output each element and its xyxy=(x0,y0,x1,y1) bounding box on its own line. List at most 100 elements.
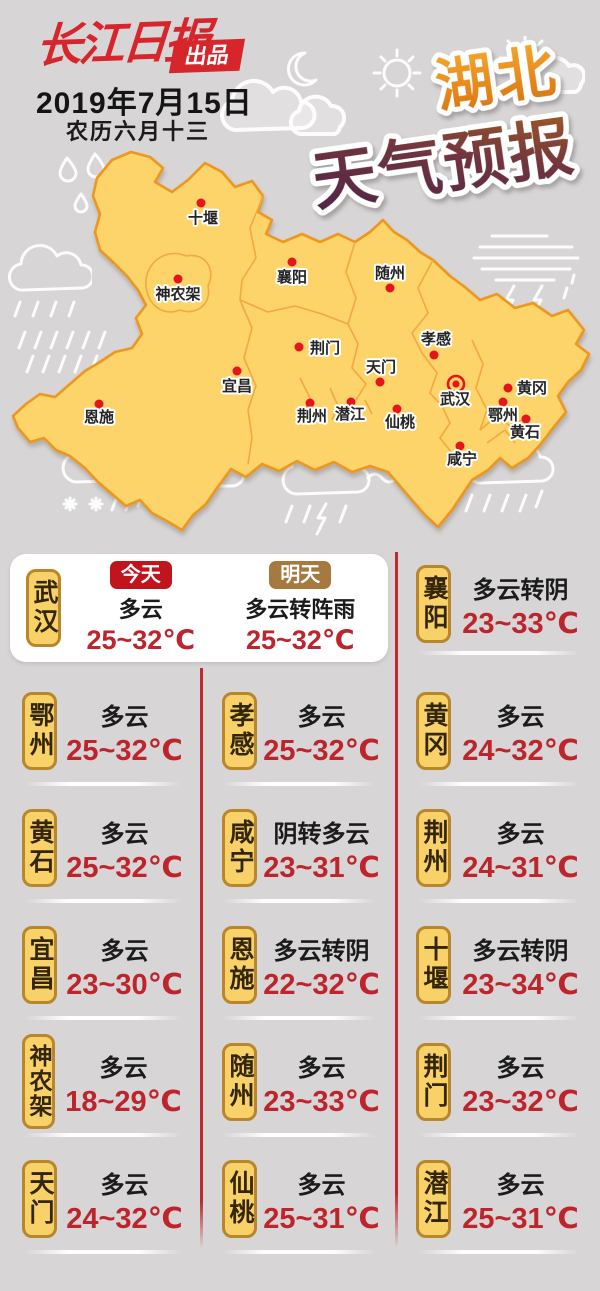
temperature-text: 23~32℃ xyxy=(462,1085,579,1118)
temperature-text: 25~31℃ xyxy=(462,1202,579,1235)
map-city-label: 随州 xyxy=(375,264,405,282)
map-city-label: 孝感 xyxy=(420,330,451,348)
map-city-label: 襄阳 xyxy=(276,268,307,286)
condition-text: 阴转多云 xyxy=(273,820,370,848)
row-separator xyxy=(222,899,376,903)
forecast-cell: 咸宁 阴转多云 23~31℃ xyxy=(206,789,392,906)
temperature-text: 23~33℃ xyxy=(263,1085,380,1118)
map-city-label: 宜昌 xyxy=(222,377,252,395)
rain-lines-icon xyxy=(17,330,107,374)
map-city-label: 黄石 xyxy=(510,423,540,441)
map-city-label: 鄂州 xyxy=(488,407,518,424)
cloud-icon xyxy=(220,78,347,136)
forecast-cell: 黄冈 多云 24~32℃ xyxy=(402,672,596,789)
condition-text: 多云 xyxy=(118,596,163,622)
forecast-cell: 荆门 多云 23~32℃ xyxy=(402,1023,596,1140)
forecast-cell: 黄石 多云 25~32℃ xyxy=(8,789,198,906)
lunar-date-text: 农历六月十三 xyxy=(66,119,211,144)
temperature-text: 18~29℃ xyxy=(65,1085,182,1118)
temperature-text: 25~32℃ xyxy=(86,624,196,655)
condition-text: 多云 xyxy=(496,1054,545,1082)
condition-text: 多云 xyxy=(297,703,346,731)
condition-text: 多云 xyxy=(496,1171,545,1199)
temperature-text: 23~31℃ xyxy=(263,851,380,884)
temperature-text: 24~31℃ xyxy=(462,851,579,884)
province-outline xyxy=(11,150,591,532)
forecast-cell: 神农架 多云 18~29℃ xyxy=(8,1023,198,1140)
forecast-cell: 天门 多云 24~32℃ xyxy=(8,1140,198,1257)
map-city-label: 潜江 xyxy=(335,405,365,423)
temperature-text: 23~34℃ xyxy=(462,968,579,1001)
forecast-cell: 仙桃 多云 25~31℃ xyxy=(206,1140,392,1257)
city-badge: 随州 xyxy=(222,1042,257,1121)
temperature-text: 25~32℃ xyxy=(263,734,380,767)
condition-text: 多云 xyxy=(100,1171,149,1199)
forecast-cell: 孝感 多云 25~32℃ xyxy=(206,672,392,789)
row-separator xyxy=(419,1016,579,1020)
temperature-text: 25~32℃ xyxy=(66,734,183,767)
forecast-cell: 十堰 多云转阴 23~34℃ xyxy=(402,906,596,1023)
city-badge: 咸宁 xyxy=(222,808,257,887)
city-badge: 十堰 xyxy=(416,925,451,1004)
map-city-label: 荆州 xyxy=(297,407,327,425)
city-badge: 恩施 xyxy=(222,925,257,1004)
condition-text: 多云 xyxy=(100,937,149,965)
row-separator xyxy=(419,651,579,655)
temperature-text: 24~32℃ xyxy=(66,1202,183,1235)
capital-marker xyxy=(446,374,466,394)
city-badge: 孝感 xyxy=(222,691,257,770)
condition-text: 多云转阴 xyxy=(472,937,569,965)
city-badge: 襄阳 xyxy=(416,565,451,643)
city-badge: 荆州 xyxy=(416,808,451,887)
poster-title: 湖北 天气预报 xyxy=(303,33,585,222)
row-separator xyxy=(419,782,579,786)
date-text: 2019年7月15日 xyxy=(36,87,253,120)
hubei-map: 十堰 神农架 襄阳 随州 荆门 孝感 宜昌 天门 武汉 黄冈 鄂州 黄石 恩施 … xyxy=(11,150,591,532)
wuhan-tomorrow: 明天 多云转阵雨 25~32℃ xyxy=(221,560,381,656)
map-city-label: 恩施 xyxy=(84,408,114,426)
map-city-label: 仙桃 xyxy=(385,413,415,431)
rain-cloud-icon xyxy=(7,243,92,318)
wuhan-today: 今天 多云 25~32℃ xyxy=(61,560,221,656)
temperature-text: 23~33℃ xyxy=(462,608,579,640)
condition-text: 多云转阴 xyxy=(472,577,569,604)
row-separator xyxy=(419,1133,579,1137)
sun-cloud-icon xyxy=(498,36,585,94)
temperature-text: 24~32℃ xyxy=(462,734,579,767)
today-badge: 今天 xyxy=(109,560,172,589)
condition-text: 多云 xyxy=(496,820,545,848)
city-badge: 荆门 xyxy=(416,1042,451,1121)
forecast-cell: 随州 多云 23~33℃ xyxy=(206,1023,392,1140)
moon-icon xyxy=(286,51,318,87)
temperature-text: 22~32℃ xyxy=(263,968,380,1001)
condition-text: 多云 xyxy=(99,1054,148,1082)
map-city-label: 十堰 xyxy=(188,209,218,227)
temperature-text: 25~31℃ xyxy=(263,1202,380,1235)
row-separator xyxy=(222,1250,376,1254)
wuhan-forecast-card: 武汉 今天 多云 25~32℃ 明天 多云转阵雨 25~32℃ xyxy=(10,554,388,662)
condition-text: 多云 xyxy=(297,1171,346,1199)
temperature-text: 25~32℃ xyxy=(66,851,183,884)
city-badge: 武汉 xyxy=(26,569,61,647)
city-badge: 宜昌 xyxy=(22,925,57,1004)
city-badge: 潜江 xyxy=(416,1159,451,1238)
row-separator xyxy=(222,782,376,786)
brand-badge: 出品 xyxy=(168,38,246,74)
title-line2: 天气预报 xyxy=(308,111,579,219)
map-city-label: 荆门 xyxy=(310,339,340,357)
forecast-cell: 鄂州 多云 25~32℃ xyxy=(8,672,198,789)
row-separator xyxy=(25,1250,181,1254)
city-badge: 黄冈 xyxy=(416,691,451,770)
title-line1: 湖北 xyxy=(431,38,563,120)
row-separator xyxy=(222,1016,376,1020)
forecast-cell: 襄阳 多云转阴 23~33℃ xyxy=(402,554,596,655)
row-separator xyxy=(419,1250,579,1254)
city-badge: 天门 xyxy=(22,1159,57,1238)
forecast-cell: 宜昌 多云 23~30℃ xyxy=(8,906,198,1023)
map-city-label: 武汉 xyxy=(440,390,471,408)
city-badge: 神农架 xyxy=(22,1034,55,1129)
city-badge: 黄石 xyxy=(22,808,57,887)
condition-text: 多云转阴 xyxy=(273,937,370,965)
map-city-label: 天门 xyxy=(366,358,396,376)
map-city-label: 黄冈 xyxy=(517,379,547,397)
